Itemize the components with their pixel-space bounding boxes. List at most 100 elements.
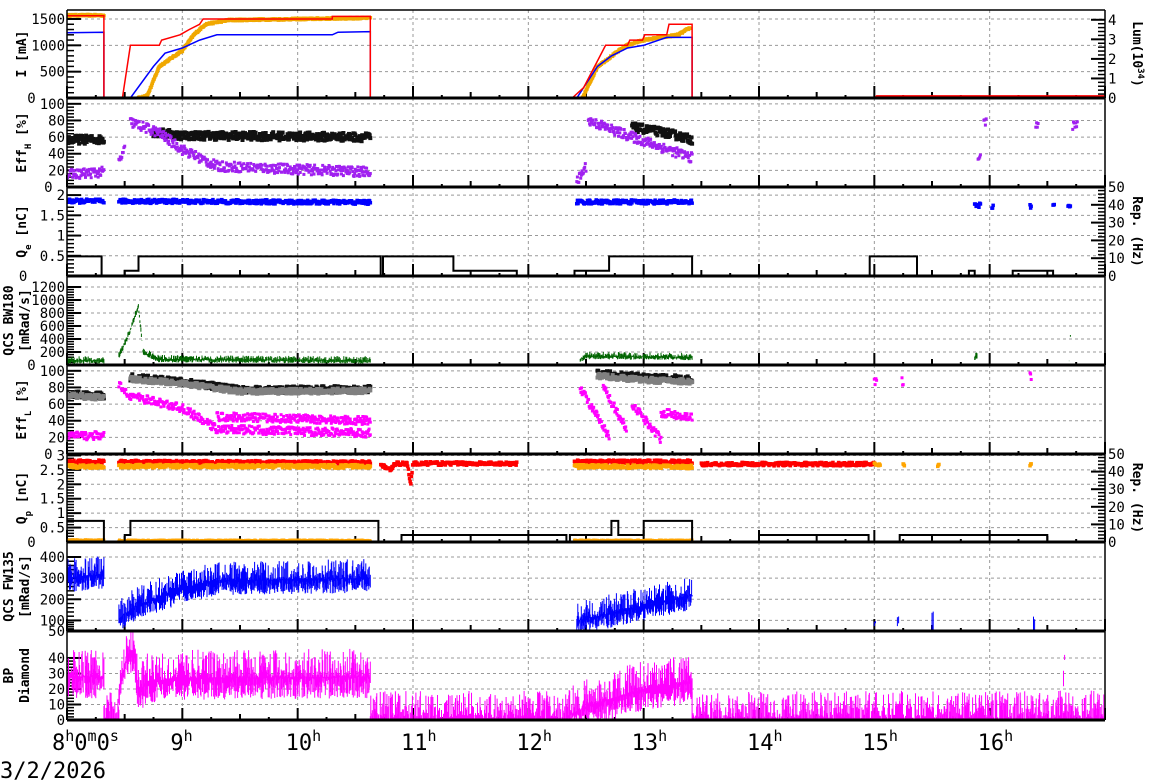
data-point	[592, 71, 597, 75]
data-point	[648, 144, 652, 148]
y-axis-title-text: Q	[15, 250, 30, 258]
data-point	[361, 173, 365, 177]
data-point	[583, 165, 587, 169]
data-point	[140, 126, 144, 130]
data-point	[311, 169, 315, 173]
data-point	[139, 197, 144, 202]
data-point	[286, 164, 290, 167]
data-point	[345, 172, 349, 175]
data-point	[75, 133, 80, 138]
data-point	[623, 132, 627, 136]
data-point	[350, 166, 354, 170]
data-point	[77, 141, 82, 146]
data-point	[209, 160, 213, 164]
data-point	[238, 161, 242, 165]
data-point	[275, 136, 280, 141]
data-point	[230, 130, 235, 135]
data-point	[316, 172, 320, 176]
data-point	[338, 166, 342, 170]
data-point	[179, 144, 183, 148]
data-point	[676, 151, 680, 155]
data-point	[155, 69, 160, 74]
data-point	[271, 130, 276, 135]
data-point	[178, 201, 182, 205]
data-point	[74, 176, 78, 180]
data-point	[596, 121, 600, 125]
data-point	[348, 171, 352, 175]
y-axis-title-text: QCS BW180	[2, 285, 17, 356]
data-point	[594, 67, 599, 72]
data-point	[222, 166, 226, 170]
data-point	[328, 165, 332, 169]
data-point	[594, 118, 598, 122]
data-point	[333, 167, 337, 171]
data-point	[173, 138, 177, 142]
data-point	[984, 117, 988, 121]
data-point	[647, 142, 651, 146]
y-tick-label: 100	[40, 97, 65, 113]
data-point	[1068, 204, 1073, 208]
data-point	[664, 131, 669, 136]
data-point	[247, 198, 252, 203]
data-point	[639, 140, 642, 144]
data-point	[1071, 127, 1075, 131]
y-tick-label: 80	[48, 380, 65, 396]
right-tick-label: 50	[1108, 180, 1125, 196]
data-point	[83, 173, 87, 176]
data-point	[86, 173, 90, 177]
data-point	[358, 389, 363, 393]
data-point	[174, 145, 177, 149]
data-point	[231, 169, 234, 173]
data-point	[245, 201, 250, 205]
data-point	[311, 166, 315, 170]
y-axis-title-after: [%]	[15, 379, 30, 410]
data-point	[211, 163, 214, 167]
data-point	[307, 199, 312, 204]
right-axis-title: Rep. (Hz)	[1129, 196, 1144, 266]
data-point	[191, 151, 195, 155]
data-point	[170, 130, 175, 135]
data-point	[341, 131, 346, 135]
right-tick-label: 20	[1108, 233, 1125, 249]
data-point	[198, 27, 203, 32]
data-point	[605, 372, 610, 377]
data-point	[291, 169, 295, 173]
data-point	[359, 139, 364, 144]
data-point	[333, 172, 337, 176]
data-point	[229, 133, 234, 137]
data-point	[615, 126, 619, 130]
data-point	[655, 133, 660, 138]
data-point	[631, 372, 636, 377]
y-axis-title-sub: H	[24, 144, 34, 149]
data-point	[149, 132, 153, 136]
data-point	[674, 155, 678, 159]
data-point	[244, 132, 249, 137]
series-her-current-line	[67, 15, 1105, 98]
data-point	[214, 137, 219, 142]
data-point	[96, 432, 100, 436]
data-point	[688, 26, 692, 30]
data-point	[221, 169, 225, 173]
y-tick-label: 0	[19, 269, 27, 285]
data-point	[645, 198, 649, 203]
data-point	[596, 368, 601, 373]
data-point	[591, 118, 595, 122]
data-point	[635, 199, 640, 203]
data-point	[635, 371, 640, 376]
data-point	[282, 162, 286, 166]
data-point	[191, 134, 196, 139]
data-point	[318, 132, 323, 137]
data-point	[82, 437, 86, 441]
data-point	[192, 136, 197, 141]
data-point	[307, 130, 312, 135]
data-point	[92, 167, 96, 171]
data-point	[242, 162, 246, 166]
data-point	[248, 130, 253, 135]
data-point	[363, 174, 367, 178]
data-point	[152, 125, 156, 129]
data-point	[232, 160, 236, 164]
data-point	[600, 119, 603, 123]
y-axis-title-text: Eff	[15, 149, 30, 172]
